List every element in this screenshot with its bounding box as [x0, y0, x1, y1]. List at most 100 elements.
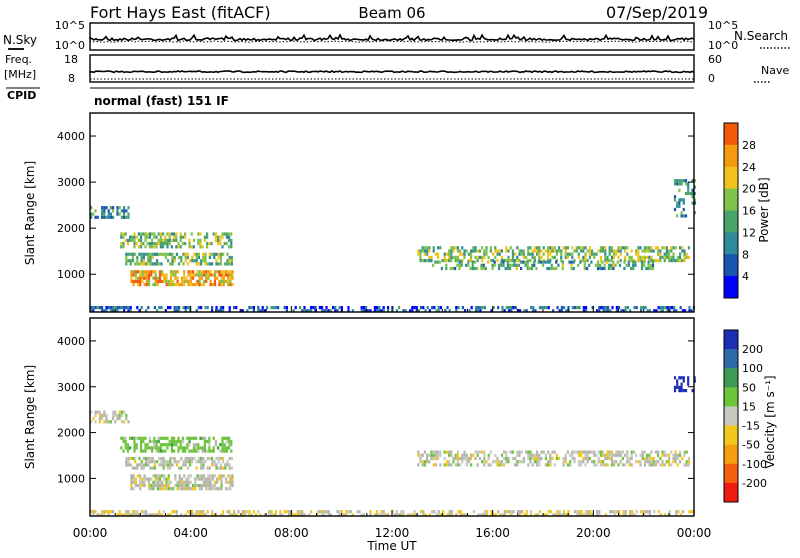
echo-cell: [687, 382, 690, 386]
echo-cell: [136, 255, 139, 260]
echo-cell: [146, 235, 149, 239]
echo-cell: [591, 252, 594, 256]
echo-cell: [114, 413, 117, 417]
echo-cell: [116, 417, 119, 421]
echo-cell: [555, 456, 558, 461]
echo-cell: [227, 474, 230, 478]
echo-cell: [148, 232, 151, 236]
echo-cell: [632, 260, 635, 264]
echo-cell: [152, 483, 155, 488]
echo-cell: [604, 456, 607, 461]
echo-cell: [566, 463, 569, 467]
sky-panel-trace: [89, 33, 695, 43]
echo-cell: [145, 283, 148, 287]
echo-cell: [208, 262, 211, 266]
echo-cell: [90, 212, 93, 216]
echo-cell: [531, 263, 534, 267]
echo-cell: [500, 453, 503, 457]
echo-cell: [124, 443, 127, 447]
echo-cell: [536, 513, 539, 517]
echo-cell: [233, 513, 236, 517]
echo-cell: [463, 249, 466, 253]
echo-cell: [687, 379, 690, 383]
echo-cell: [134, 510, 137, 514]
echo-cell: [185, 480, 188, 484]
echo-cell: [183, 270, 186, 274]
echo-cell: [676, 382, 679, 386]
echo-cell: [582, 255, 585, 259]
echo-cell: [446, 513, 449, 517]
echo-cell: [148, 242, 151, 246]
echo-cell: [195, 259, 198, 263]
echo-cell: [321, 513, 324, 517]
echo-cell: [230, 255, 233, 260]
echo-cell: [518, 453, 521, 457]
echo-cell: [196, 279, 199, 283]
echo-cell: [199, 245, 202, 249]
echo-cell: [143, 270, 146, 274]
echo-cell: [482, 266, 485, 271]
echo-cell: [188, 242, 191, 246]
echo-cell: [141, 276, 144, 280]
echo-cell: [551, 255, 554, 259]
echo-cell: [620, 309, 623, 313]
echo-cell: [285, 306, 288, 310]
echo-cell: [531, 453, 534, 457]
echo-cell: [230, 262, 233, 266]
echo-cell: [402, 309, 405, 313]
echo-cell: [103, 209, 106, 213]
echo-cell: [142, 439, 145, 444]
echo-cell: [162, 510, 165, 514]
echo-cell: [227, 279, 230, 283]
echo-cell: [222, 283, 225, 287]
echo-cell: [365, 306, 368, 310]
echo-cell: [511, 263, 514, 267]
echo-cell: [494, 453, 497, 457]
echo-cell: [567, 306, 570, 310]
echo-cell: [549, 510, 552, 514]
echo-cell: [604, 453, 607, 457]
echo-cell: [274, 306, 277, 310]
echo-cell: [101, 212, 104, 216]
echo-cell: [472, 453, 475, 457]
echo-cell: [560, 249, 563, 253]
echo-cell: [203, 436, 206, 440]
echo-cell: [211, 252, 214, 256]
echo-cell: [593, 255, 596, 259]
echo-cell: [591, 460, 594, 464]
echo-cell: [133, 245, 136, 249]
echo-cell: [659, 309, 662, 313]
echo-cell: [505, 456, 508, 461]
echo-cell: [105, 510, 108, 514]
echo-cell: [535, 266, 538, 271]
echo-cell: [426, 252, 429, 256]
echo-cell: [643, 263, 646, 267]
echo-cell: [159, 449, 162, 453]
echo-cell: [498, 263, 501, 267]
echo-cell: [683, 259, 686, 263]
echo-cell: [153, 446, 156, 450]
echo-cell: [470, 463, 473, 467]
echo-cell: [432, 246, 435, 250]
echo-cell: [682, 379, 685, 383]
echo-cell: [202, 255, 205, 260]
echo-cell: [676, 453, 679, 457]
echo-cell: [281, 513, 284, 517]
echo-cell: [167, 477, 170, 481]
echo-cell: [365, 309, 368, 313]
echo-cell: [665, 249, 668, 253]
echo-cell: [582, 456, 585, 461]
echo-cell: [536, 453, 539, 457]
echo-cell: [127, 206, 130, 210]
echo-cell: [518, 249, 521, 253]
velocity-colorbar-tick: -200: [742, 477, 767, 490]
echo-cell: [627, 263, 630, 267]
echo-cell: [216, 477, 219, 481]
echo-cell: [211, 306, 214, 310]
echo-cell: [509, 266, 512, 271]
echo-cell: [134, 279, 137, 283]
echo-cell: [162, 463, 165, 467]
echo-cell: [198, 483, 201, 488]
echo-cell: [208, 255, 211, 260]
echo-cell: [347, 306, 350, 310]
